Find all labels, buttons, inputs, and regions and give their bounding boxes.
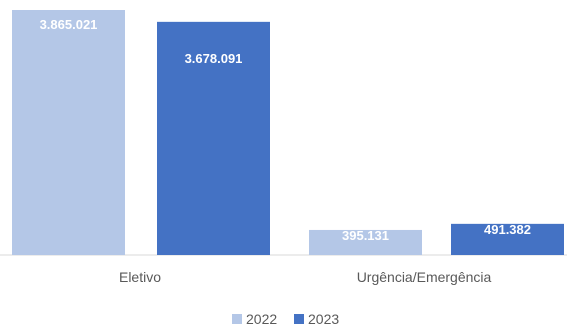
legend-label-2023: 2023 [308,311,339,327]
category-label-eletivo: Eletivo [119,269,161,285]
legend: 2022 2023 [232,311,339,327]
bar-eletivo-2023 [157,21,270,255]
value-label-urgencia-emergencia-2023: 491.382 [484,222,531,237]
category-label-urgencia-emergencia: Urgência/Emergência [357,269,492,285]
legend-swatch-2022 [232,314,242,324]
value-labels-group: 3.865.021 3.678.091 395.131 491.382 [40,17,531,243]
value-label-urgencia-emergencia-2022: 395.131 [342,228,389,243]
category-labels-group: Eletivo Urgência/Emergência [119,269,492,285]
bar-eletivo-2022 [12,10,125,255]
bar-urgencia-emergencia-2023 [451,223,564,255]
value-label-eletivo-2023: 3.678.091 [185,51,243,66]
value-label-eletivo-2022: 3.865.021 [40,17,98,32]
bars-group [12,10,564,255]
bar-urgencia-emergencia-2022 [309,229,422,255]
legend-swatch-2023 [294,314,304,324]
legend-label-2022: 2022 [246,311,277,327]
